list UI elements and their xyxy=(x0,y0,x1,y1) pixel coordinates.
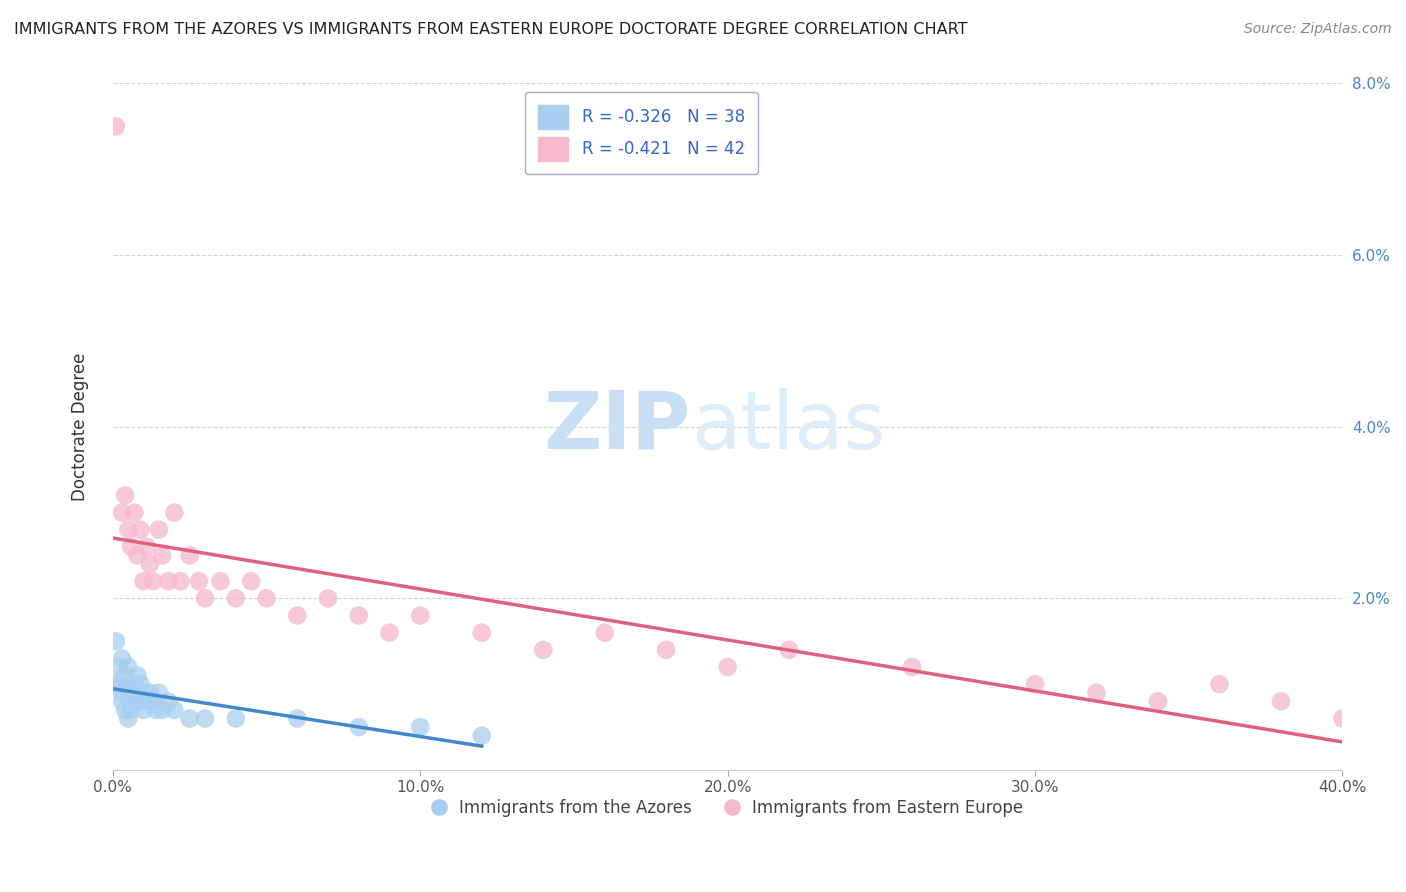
Point xyxy=(409,608,432,623)
Point xyxy=(194,591,217,606)
Point xyxy=(471,729,494,743)
Point xyxy=(104,120,127,134)
Point xyxy=(347,608,370,623)
Point xyxy=(135,694,157,708)
Point xyxy=(127,668,149,682)
Point xyxy=(104,634,127,648)
Point xyxy=(901,660,924,674)
Point xyxy=(150,703,173,717)
Point xyxy=(148,686,170,700)
Point xyxy=(124,506,146,520)
Point xyxy=(1208,677,1230,691)
Point xyxy=(132,703,155,717)
Point xyxy=(129,677,152,691)
Point xyxy=(1270,694,1292,708)
Point xyxy=(157,694,180,708)
Point xyxy=(117,711,139,725)
Point xyxy=(104,677,127,691)
Point xyxy=(179,549,201,563)
Point xyxy=(194,711,217,725)
Point xyxy=(132,574,155,589)
Point xyxy=(111,651,134,665)
Point xyxy=(124,686,146,700)
Point xyxy=(1331,711,1354,725)
Point xyxy=(163,506,186,520)
Text: IMMIGRANTS FROM THE AZORES VS IMMIGRANTS FROM EASTERN EUROPE DOCTORATE DEGREE CO: IMMIGRANTS FROM THE AZORES VS IMMIGRANTS… xyxy=(14,22,967,37)
Y-axis label: Doctorate Degree: Doctorate Degree xyxy=(72,352,89,501)
Point xyxy=(108,660,131,674)
Point xyxy=(347,720,370,734)
Point xyxy=(114,703,136,717)
Point xyxy=(187,574,209,589)
Point xyxy=(378,625,401,640)
Point xyxy=(117,686,139,700)
Point xyxy=(209,574,232,589)
Point xyxy=(150,549,173,563)
Text: Source: ZipAtlas.com: Source: ZipAtlas.com xyxy=(1244,22,1392,37)
Point xyxy=(114,488,136,502)
Legend: Immigrants from the Azores, Immigrants from Eastern Europe: Immigrants from the Azores, Immigrants f… xyxy=(426,792,1029,823)
Point xyxy=(778,643,800,657)
Point xyxy=(138,557,160,571)
Point xyxy=(124,677,146,691)
Point xyxy=(593,625,616,640)
Point xyxy=(316,591,339,606)
Point xyxy=(655,643,678,657)
Point xyxy=(135,540,157,554)
Point xyxy=(108,677,131,691)
Point xyxy=(285,608,308,623)
Point xyxy=(1024,677,1046,691)
Text: ZIP: ZIP xyxy=(544,388,690,466)
Point xyxy=(120,540,142,554)
Point xyxy=(163,703,186,717)
Point xyxy=(1085,686,1108,700)
Point xyxy=(142,694,165,708)
Point xyxy=(145,703,167,717)
Point xyxy=(132,686,155,700)
Point xyxy=(120,677,142,691)
Point xyxy=(127,549,149,563)
Point xyxy=(120,703,142,717)
Point xyxy=(169,574,191,589)
Point xyxy=(256,591,278,606)
Point xyxy=(142,574,165,589)
Point xyxy=(148,523,170,537)
Point xyxy=(225,591,247,606)
Point xyxy=(138,686,160,700)
Point xyxy=(225,711,247,725)
Point xyxy=(471,625,494,640)
Point xyxy=(1147,694,1170,708)
Point xyxy=(114,668,136,682)
Text: atlas: atlas xyxy=(690,388,886,466)
Point xyxy=(111,686,134,700)
Point xyxy=(111,694,134,708)
Point xyxy=(111,506,134,520)
Point xyxy=(117,523,139,537)
Point xyxy=(129,523,152,537)
Point xyxy=(120,694,142,708)
Point xyxy=(127,686,149,700)
Point xyxy=(285,711,308,725)
Point xyxy=(179,711,201,725)
Point xyxy=(157,574,180,589)
Point xyxy=(717,660,740,674)
Point xyxy=(240,574,263,589)
Point xyxy=(409,720,432,734)
Point xyxy=(129,694,152,708)
Point xyxy=(531,643,554,657)
Point xyxy=(117,660,139,674)
